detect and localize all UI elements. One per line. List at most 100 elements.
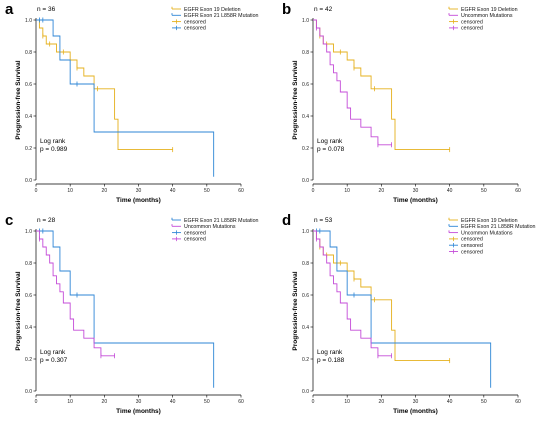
legend-entry: censored bbox=[172, 230, 206, 236]
x-axis-title: Time (months) bbox=[116, 197, 161, 204]
legend-entry: EGFR Exon 19 Deletion bbox=[171, 6, 241, 13]
y-tick-label: 1.0 bbox=[25, 18, 32, 24]
x-tick-label: 60 bbox=[515, 399, 521, 405]
x-tick-label: 50 bbox=[481, 188, 487, 194]
legend-entry: EGFR Exon 21 L858R Mutation bbox=[171, 13, 259, 19]
x-tick-label: 40 bbox=[170, 188, 176, 194]
y-tick-label: 0.4 bbox=[302, 325, 309, 331]
y-tick-label: 1.0 bbox=[302, 18, 309, 24]
series-line-exon19 bbox=[36, 19, 173, 151]
panel-a: a n = 36 0.0 0.2 0.4 0.6 0.8 1.0 0 10 20 30 40 50 60 Ti… bbox=[5, 1, 259, 204]
x-tick-label: 40 bbox=[447, 399, 453, 405]
legend-entry: EGFR Exon 21 L858R Mutation bbox=[448, 224, 536, 230]
x-tick-label: 30 bbox=[136, 188, 142, 194]
legend-entry: censored bbox=[172, 237, 206, 243]
x-tick-label: 60 bbox=[238, 188, 244, 194]
legend-label: EGFR Exon 19 Deletion bbox=[184, 7, 241, 13]
sample-size-label: n = 28 bbox=[37, 217, 56, 224]
panel-letter: b bbox=[282, 1, 291, 18]
series-line-uncommon bbox=[313, 230, 392, 357]
sample-size-label: n = 53 bbox=[314, 217, 333, 224]
y-axis-title: Progression-free Survival bbox=[15, 271, 22, 350]
y-tick-label: 0.8 bbox=[302, 50, 309, 56]
x-tick-label: 10 bbox=[67, 399, 73, 405]
series-line-exon19 bbox=[313, 230, 450, 362]
x-tick-label: 30 bbox=[413, 399, 419, 405]
series-line-uncommon bbox=[313, 19, 392, 146]
x-tick-label: 20 bbox=[379, 188, 385, 194]
y-tick-label: 0.2 bbox=[25, 357, 32, 363]
logrank-p-value: p = 0.078 bbox=[317, 146, 345, 153]
y-axis-title: Progression-free Survival bbox=[15, 60, 22, 139]
x-axis-title: Time (months) bbox=[393, 408, 438, 415]
legend-label: Uncommon Mutations bbox=[461, 13, 513, 19]
series-line-exon19 bbox=[313, 19, 450, 151]
legend-entry: censored bbox=[449, 249, 483, 255]
y-tick-label: 0.8 bbox=[302, 261, 309, 267]
y-axis-title: Progression-free Survival bbox=[292, 271, 299, 350]
y-tick-label: 0.8 bbox=[25, 261, 32, 267]
x-tick-label: 30 bbox=[136, 399, 142, 405]
legend-label: EGFR Exon 19 Deletion bbox=[461, 218, 518, 224]
logrank-p-value: p = 0.188 bbox=[317, 357, 345, 364]
legend-label: Uncommon Mutations bbox=[184, 224, 236, 230]
legend-entry: EGFR Exon 21 L858R Mutation bbox=[171, 217, 259, 224]
y-tick-label: 0.8 bbox=[25, 50, 32, 56]
legend-label: censored bbox=[461, 243, 483, 249]
legend-label: EGFR Exon 21 L858R Mutation bbox=[461, 224, 536, 230]
legend-label: censored bbox=[461, 26, 483, 32]
legend-entry: censored bbox=[172, 19, 206, 25]
y-tick-label: 0.4 bbox=[25, 114, 32, 120]
x-tick-label: 50 bbox=[204, 399, 210, 405]
y-tick-label: 0.0 bbox=[25, 178, 32, 184]
panel-b: b n = 42 0.0 0.2 0.4 0.6 0.8 1.0 0 10 20 30 40 50 60 Ti… bbox=[282, 1, 521, 204]
y-tick-label: 0.6 bbox=[302, 82, 309, 88]
logrank-label: Log rank bbox=[317, 138, 343, 145]
logrank-label: Log rank bbox=[40, 138, 66, 145]
logrank-label: Log rank bbox=[40, 349, 66, 356]
sample-size-label: n = 42 bbox=[314, 6, 333, 13]
legend-entry: Uncommon Mutations bbox=[448, 13, 513, 19]
x-tick-label: 10 bbox=[344, 399, 350, 405]
x-tick-label: 50 bbox=[481, 399, 487, 405]
x-tick-label: 0 bbox=[35, 188, 38, 194]
legend-label: EGFR Exon 21 L858R Mutation bbox=[184, 218, 259, 224]
series-line-l858r bbox=[36, 230, 215, 388]
x-tick-label: 60 bbox=[238, 399, 244, 405]
legend-label: censored bbox=[184, 26, 206, 32]
legend-label: Uncommon Mutations bbox=[461, 230, 513, 236]
panel-letter: a bbox=[5, 1, 14, 18]
y-tick-label: 0.4 bbox=[25, 325, 32, 331]
legend-entry: censored bbox=[449, 237, 483, 243]
logrank-label: Log rank bbox=[317, 349, 343, 356]
x-axis-title: Time (months) bbox=[393, 197, 438, 204]
panel-c: c n = 28 0.0 0.2 0.4 0.6 0.8 1.0 0 10 20 30 40 50 60 Ti… bbox=[5, 212, 259, 415]
legend-entry: censored bbox=[449, 19, 483, 25]
x-tick-label: 0 bbox=[35, 399, 38, 405]
panel-letter: c bbox=[5, 212, 13, 229]
y-tick-label: 1.0 bbox=[302, 229, 309, 235]
legend-label: censored bbox=[184, 230, 206, 236]
y-tick-label: 1.0 bbox=[25, 229, 32, 235]
y-tick-label: 0.6 bbox=[25, 82, 32, 88]
y-tick-label: 0.6 bbox=[302, 293, 309, 299]
legend-label: censored bbox=[461, 237, 483, 243]
sample-size-label: n = 36 bbox=[37, 6, 56, 13]
x-tick-label: 20 bbox=[379, 399, 385, 405]
logrank-p-value: p = 0.307 bbox=[40, 357, 68, 364]
panel-d: d n = 53 0.0 0.2 0.4 0.6 0.8 1.0 0 10 20 30 40 50 60 Ti… bbox=[282, 212, 536, 415]
y-tick-label: 0.2 bbox=[302, 357, 309, 363]
legend-entry: censored bbox=[449, 25, 483, 32]
y-tick-label: 0.0 bbox=[302, 389, 309, 395]
legend-label: censored bbox=[184, 237, 206, 243]
legend-label: EGFR Exon 21 L858R Mutation bbox=[184, 13, 259, 19]
x-tick-label: 40 bbox=[170, 399, 176, 405]
legend-label: EGFR Exon 19 Deletion bbox=[461, 7, 518, 13]
legend-entry: censored bbox=[449, 243, 483, 249]
x-tick-label: 0 bbox=[312, 399, 315, 405]
x-tick-label: 20 bbox=[102, 188, 108, 194]
legend-entry: censored bbox=[172, 25, 206, 32]
legend-entry: Uncommon Mutations bbox=[171, 224, 236, 230]
x-tick-label: 10 bbox=[344, 188, 350, 194]
